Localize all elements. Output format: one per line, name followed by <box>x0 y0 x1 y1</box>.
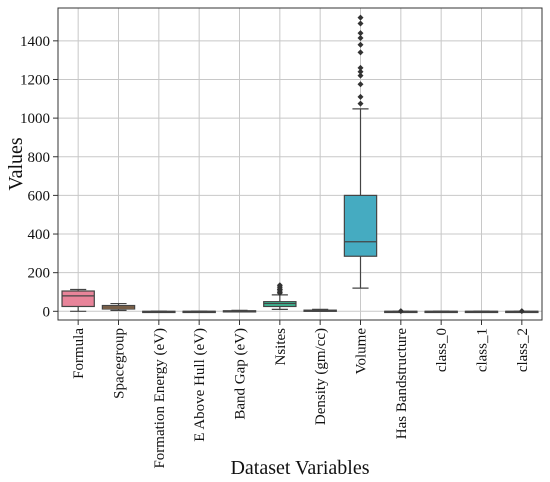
box-spacegroup <box>101 302 136 311</box>
outlier-point <box>357 49 364 56</box>
x-tick-label: Formula <box>71 328 87 379</box>
plot-frame <box>57 7 543 321</box>
y-axis-ticks: 0 200 400 600 800 1000 1200 1400 <box>20 34 58 320</box>
outlier-point <box>357 72 364 79</box>
outlier-point <box>357 68 364 75</box>
x-tick-label: Density (gm/cc) <box>313 328 329 425</box>
x-tick-label: Spacegroup <box>112 328 128 399</box>
y-tick-label: 1200 <box>20 72 50 88</box>
x-tick-label: E Above Hull (eV) <box>192 328 208 442</box>
x-axis-label: Dataset Variables <box>230 457 369 479</box>
x-tick-label: class_0 <box>434 328 450 372</box>
box-volume <box>343 14 378 289</box>
y-tick-label: 1400 <box>20 34 50 50</box>
y-axis-label: Values <box>5 137 27 191</box>
y-tick-label: 0 <box>43 304 51 320</box>
y-tick-label: 1000 <box>20 111 50 127</box>
outlier-point <box>276 282 283 289</box>
box-e-above-hull-ev <box>182 310 216 314</box>
iqr-box <box>343 194 378 257</box>
x-tick-label: class_1 <box>475 328 491 372</box>
box-nsites <box>263 282 297 310</box>
box-class-1 <box>464 310 499 314</box>
outlier-point <box>397 308 404 315</box>
grid <box>58 8 542 320</box>
y-tick-label: 400 <box>28 227 51 243</box>
outlier-point <box>357 14 364 21</box>
y-tick-label: 200 <box>28 266 51 282</box>
x-tick-label: Formation Energy (eV) <box>152 328 168 469</box>
box-class-2 <box>505 308 539 315</box>
outlier-point <box>518 308 525 315</box>
x-tick-label: Nsites <box>273 328 289 366</box>
y-tick-label: 800 <box>28 150 51 166</box>
outlier-point <box>357 64 364 71</box>
y-tick-label: 600 <box>28 188 51 204</box>
box-density-gm-cc <box>303 308 337 312</box>
x-tick-label: Volume <box>354 328 370 375</box>
outlier-point <box>357 30 364 37</box>
outlier-point <box>357 34 364 41</box>
x-tick-label: Band Gap (eV) <box>233 328 249 420</box>
box-class-0 <box>424 310 458 314</box>
x-axis-ticks: Formula Spacegroup Formation Energy (eV) E … <box>71 320 531 469</box>
outlier-point <box>357 81 364 88</box>
x-tick-label: class_2 <box>515 328 531 372</box>
box-formula <box>61 288 95 312</box>
outlier-point <box>357 93 364 100</box>
box-band-gap-ev <box>222 309 257 313</box>
outlier-point <box>357 20 364 27</box>
outlier-point <box>357 100 364 107</box>
x-tick-label: Has Bandstructure <box>394 328 410 440</box>
box-formation-energy-ev <box>142 310 176 314</box>
box-has-bandstructure <box>384 308 418 315</box>
box-series <box>61 14 539 315</box>
iqr-box <box>61 290 95 308</box>
outlier-point <box>357 41 364 48</box>
